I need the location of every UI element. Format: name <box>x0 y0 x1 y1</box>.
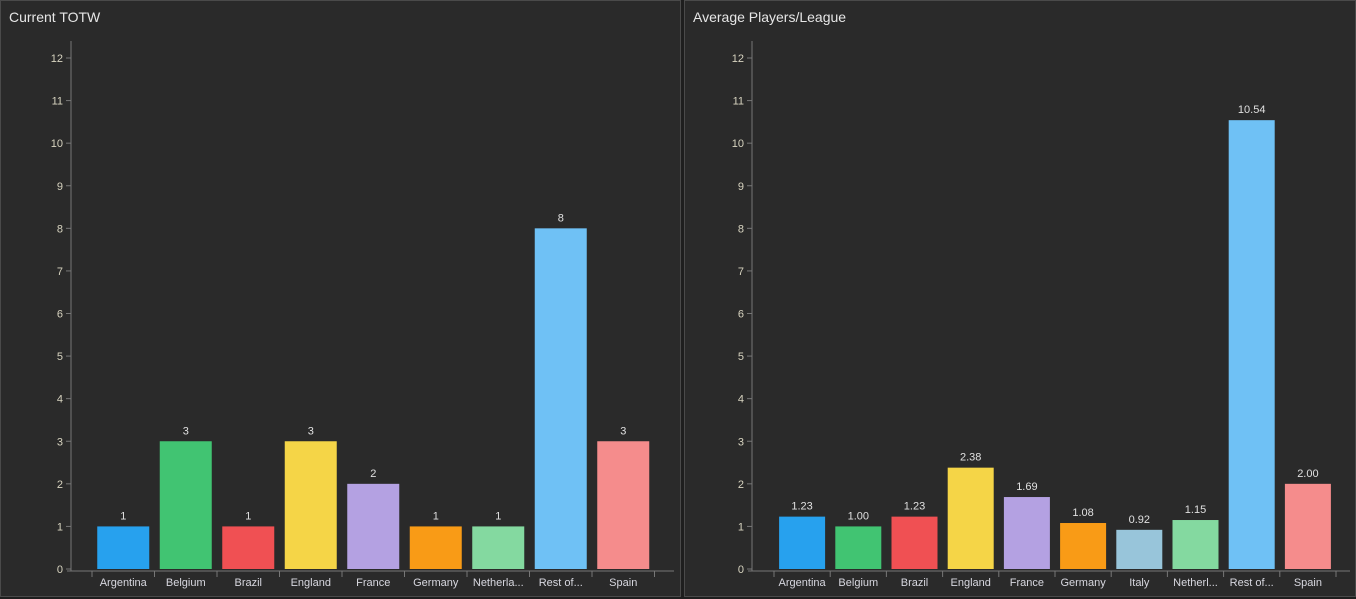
y-tick-label: 11 <box>733 96 744 108</box>
y-tick-label: 8 <box>57 223 63 235</box>
x-tick-label: France <box>356 577 390 589</box>
x-tick-label: Italy <box>1129 577 1150 589</box>
x-tick-label: Argentina <box>100 577 148 589</box>
x-tick-label: Rest of... <box>539 577 583 589</box>
x-tick-label: Brazil <box>901 577 929 589</box>
y-tick-label: 1 <box>57 521 63 533</box>
x-tick-label: Germany <box>1060 577 1106 589</box>
bar-argentina <box>97 526 150 569</box>
bar-germany <box>1060 523 1107 569</box>
y-tick-label: 7 <box>57 266 63 278</box>
bar-france <box>1003 497 1050 569</box>
data-label: 1 <box>245 510 251 522</box>
y-tick-label: 2 <box>738 479 744 491</box>
data-label: 1.23 <box>904 501 925 513</box>
data-label: 3 <box>183 425 189 437</box>
y-tick-label: 6 <box>738 309 744 321</box>
x-tick-label: Spain <box>1294 577 1322 589</box>
x-tick-label: England <box>951 577 991 589</box>
bar-restof <box>534 228 587 570</box>
x-tick-label: Netherl... <box>1173 577 1218 589</box>
x-tick-label: Argentina <box>779 577 827 589</box>
y-tick-label: 6 <box>57 309 63 321</box>
y-tick-label: 3 <box>738 436 744 448</box>
y-tick-label: 9 <box>738 181 744 193</box>
bar-brazil <box>222 526 275 569</box>
bar-germany <box>409 526 462 569</box>
bar-spain <box>1284 483 1331 569</box>
y-tick-label: 1 <box>738 521 744 533</box>
bar-belgium <box>159 441 212 569</box>
bar-france <box>347 483 400 569</box>
bar-brazil <box>891 516 938 569</box>
x-tick-label: England <box>291 577 331 589</box>
x-tick-label: Spain <box>609 577 637 589</box>
x-tick-label: Brazil <box>234 577 262 589</box>
data-label: 1.15 <box>1185 504 1206 516</box>
bar-netherla <box>472 526 525 569</box>
data-label: 1 <box>495 510 501 522</box>
bar-spain <box>597 441 650 569</box>
y-tick-label: 3 <box>57 436 63 448</box>
average-players-chart: 01234567891011121.23Argentina1.00Belgium… <box>732 41 1350 589</box>
x-tick-label: France <box>1010 577 1044 589</box>
y-tick-label: 11 <box>52 96 63 108</box>
data-label: 2.38 <box>960 452 981 464</box>
data-label: 1.00 <box>848 510 869 522</box>
data-label: 1.69 <box>1016 481 1037 493</box>
average-players-panel: Average Players/League 0 1 2 3 4 5 6 7 8 9 10 11 12 1… <box>684 0 1356 597</box>
bar-argentina <box>779 516 826 569</box>
data-label: 0.92 <box>1129 514 1150 526</box>
bar-england <box>947 467 994 569</box>
chart-title: Current TOTW <box>9 9 101 25</box>
data-label: 1.23 <box>791 501 812 513</box>
x-tick-label: Netherla... <box>473 577 524 589</box>
y-tick-label: 4 <box>738 394 744 406</box>
data-label: 1 <box>433 510 439 522</box>
current-totw-chart: 01234567891011121Argentina3Belgium1Brazi… <box>51 41 674 589</box>
data-label: 3 <box>620 425 626 437</box>
y-tick-label: 7 <box>738 266 744 278</box>
chart-title: Average Players/League <box>693 9 847 25</box>
x-tick-label: Germany <box>413 577 459 589</box>
y-tick-label: 10 <box>51 138 63 150</box>
y-tick-label: 10 <box>732 138 744 150</box>
current-totw-panel: Current TOTW 0 1 2 3 4 5 6 7 8 9 10 11 12 1 Argentina 3… <box>0 0 681 597</box>
y-tick-label: 4 <box>57 394 63 406</box>
y-tick-label: 12 <box>732 53 744 65</box>
y-tick-label: 0 <box>57 564 63 576</box>
y-tick-label: 0 <box>738 564 744 576</box>
data-label: 10.54 <box>1238 104 1266 116</box>
data-label: 1 <box>120 510 126 522</box>
bar-restof <box>1228 120 1275 570</box>
y-tick-label: 9 <box>57 181 63 193</box>
y-tick-label: 2 <box>57 479 63 491</box>
bar-netherl <box>1172 520 1219 569</box>
y-tick-label: 8 <box>738 223 744 235</box>
y-tick-label: 12 <box>51 53 63 65</box>
bar-england <box>284 441 337 569</box>
x-tick-label: Belgium <box>166 577 206 589</box>
x-tick-label: Belgium <box>838 577 878 589</box>
data-label: 2.00 <box>1297 468 1318 480</box>
bar-belgium <box>835 526 882 569</box>
bar-italy <box>1116 529 1163 569</box>
data-label: 8 <box>558 212 564 224</box>
data-label: 1.08 <box>1072 507 1093 519</box>
data-label: 3 <box>308 425 314 437</box>
y-tick-label: 5 <box>57 351 63 363</box>
data-label: 2 <box>370 468 376 480</box>
x-tick-label: Rest of... <box>1230 577 1274 589</box>
y-tick-label: 5 <box>738 351 744 363</box>
